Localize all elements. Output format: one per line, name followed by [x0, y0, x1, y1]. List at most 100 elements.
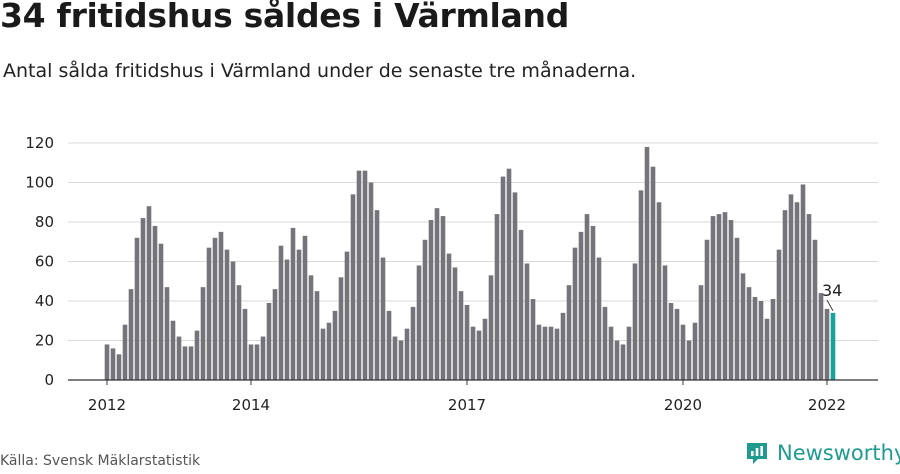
bar	[692, 322, 698, 380]
bar	[188, 346, 194, 380]
bar	[710, 216, 716, 380]
y-tick-label: 60	[35, 253, 54, 271]
bar	[554, 328, 560, 380]
bar	[458, 291, 464, 380]
bar	[374, 210, 380, 380]
bar	[194, 330, 200, 380]
x-tick-label: 2014	[232, 396, 270, 414]
bar	[428, 220, 434, 380]
bar	[680, 324, 686, 380]
bar	[386, 310, 392, 380]
bar	[560, 312, 566, 380]
bar	[152, 225, 158, 380]
bar	[548, 326, 554, 380]
bar	[764, 318, 770, 380]
highlight-value-label: 34	[822, 281, 842, 300]
bar	[320, 328, 326, 380]
bar	[206, 247, 212, 380]
bar	[176, 336, 182, 380]
chart-subtitle: Antal sålda fritidshus i Värmland under …	[3, 60, 637, 82]
bar	[254, 344, 260, 380]
newsworthy-logo-icon	[747, 443, 767, 464]
bar	[350, 194, 356, 380]
bar	[200, 287, 206, 380]
bar	[416, 265, 422, 380]
bar	[122, 324, 128, 380]
bar	[182, 346, 188, 380]
bar	[116, 354, 122, 380]
bar	[626, 326, 632, 380]
bar	[272, 289, 278, 380]
bar	[128, 289, 134, 380]
bar	[566, 285, 572, 380]
bar	[236, 285, 242, 380]
bar	[530, 299, 536, 380]
bar	[506, 168, 512, 380]
annotation-leader-line	[826, 299, 834, 312]
bar	[338, 277, 344, 380]
bar	[584, 214, 590, 380]
y-tick-label: 80	[35, 213, 54, 231]
bar	[494, 214, 500, 380]
bar	[422, 239, 428, 380]
bar	[470, 326, 476, 380]
bar	[356, 170, 362, 380]
bar	[446, 253, 452, 380]
bar	[800, 184, 806, 380]
bar	[398, 340, 404, 380]
bar	[686, 340, 692, 380]
bar	[818, 293, 824, 380]
bar	[326, 322, 332, 380]
bar	[572, 247, 578, 380]
bar	[134, 237, 140, 380]
bars	[104, 146, 836, 380]
bar	[758, 301, 764, 380]
x-tick-label: 2020	[664, 396, 702, 414]
bar	[704, 239, 710, 380]
bar	[806, 214, 812, 380]
bar	[392, 336, 398, 380]
bar	[302, 235, 308, 380]
brand-logo[interactable]: Newsworthy	[745, 441, 900, 465]
bar	[644, 146, 650, 380]
bar	[278, 245, 284, 380]
bar	[734, 237, 740, 380]
bar	[344, 251, 350, 380]
bar	[104, 344, 110, 380]
bar	[170, 320, 176, 380]
bar	[512, 192, 518, 380]
x-tick-label: 2022	[808, 396, 846, 414]
bar	[380, 257, 386, 380]
bar	[740, 273, 746, 380]
bar	[752, 297, 758, 380]
bar	[542, 326, 548, 380]
bar	[158, 243, 164, 380]
bar	[362, 170, 368, 380]
chart-title: 34 fritidshus såldes i Värmland	[0, 0, 570, 35]
bar	[608, 326, 614, 380]
bar	[476, 330, 482, 380]
bar	[794, 202, 800, 380]
bar-highlight	[830, 312, 836, 380]
source-note: Källa: Svensk Mäklarstatistik	[0, 453, 201, 469]
bar	[218, 231, 224, 380]
bar	[296, 249, 302, 380]
bar	[224, 249, 230, 380]
bar	[590, 225, 596, 380]
bar	[788, 194, 794, 380]
bar	[500, 176, 506, 380]
bar	[782, 210, 788, 380]
x-tick-label: 2017	[448, 396, 486, 414]
bar	[482, 318, 488, 380]
bar	[488, 275, 494, 380]
bar	[410, 306, 416, 380]
bar	[164, 287, 170, 380]
bar	[614, 340, 620, 380]
bar	[404, 328, 410, 380]
bar	[308, 275, 314, 380]
bar	[284, 259, 290, 380]
bar	[536, 324, 542, 380]
bar	[578, 231, 584, 380]
bar	[746, 287, 752, 380]
